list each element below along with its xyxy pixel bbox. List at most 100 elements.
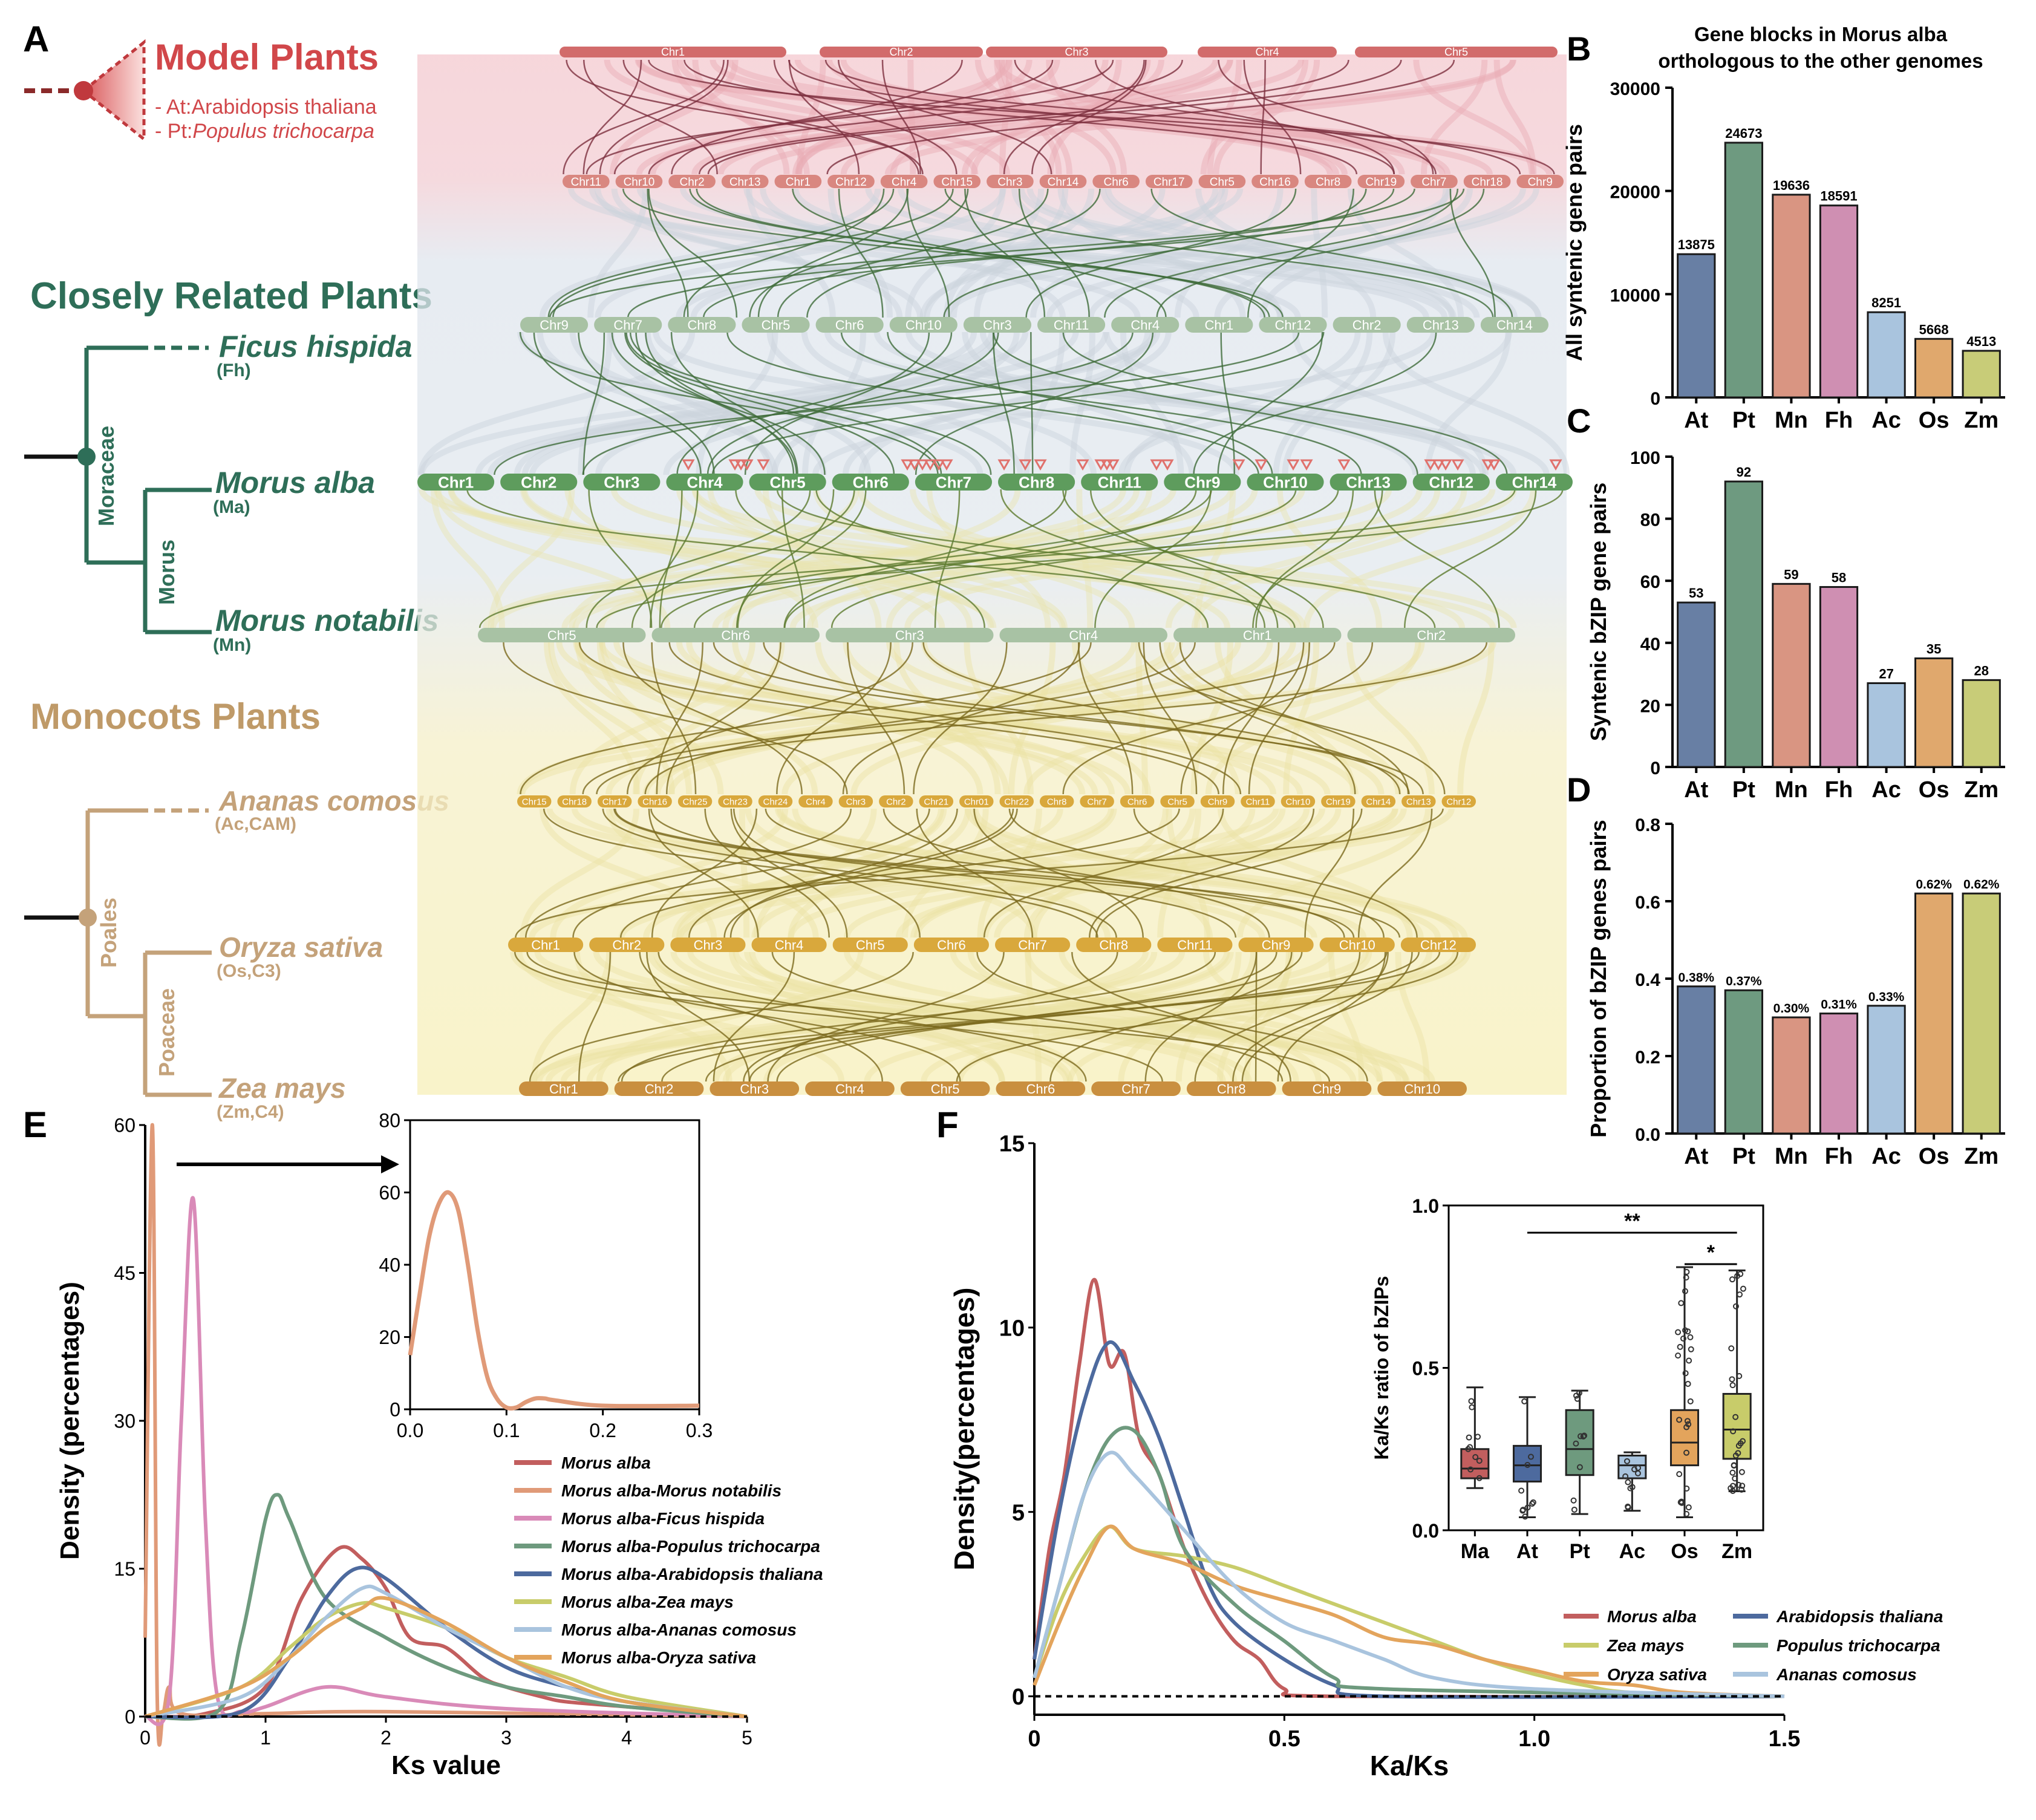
category-label: Mn (1775, 1144, 1808, 1169)
y-tick-label: 1.0 (1412, 1195, 1439, 1217)
mnot-name: Morus notabilis (215, 604, 439, 638)
legend-label: Morus alba-Ananas comosus (561, 1620, 797, 1639)
bar (1724, 989, 1764, 1135)
synteny-bg-ribbon (596, 951, 864, 1082)
synteny-bg-ribbon (530, 951, 1467, 1083)
chromosome-label: Chr2 (1417, 628, 1446, 643)
bar-value-label: 27 (1879, 666, 1893, 681)
chromosome-label: Chr18 (1472, 176, 1503, 189)
bar-value-label: 5668 (1919, 322, 1949, 337)
synteny-link (668, 642, 1242, 795)
data-point (1687, 1334, 1694, 1340)
category-label: Ac (1619, 1540, 1645, 1563)
chromosome-label: Chr5 (1167, 797, 1187, 807)
data-point (1739, 1482, 1746, 1489)
x-tick-label: 1 (260, 1727, 271, 1749)
model-species-pt: - Pt:Populus trichocarpa (155, 120, 374, 143)
synteny-bg-ribbon (813, 489, 1135, 628)
data-point (1676, 1417, 1683, 1423)
data-point (1634, 1470, 1641, 1476)
data-point (1675, 1329, 1682, 1336)
synteny-bg-ribbon (886, 642, 1359, 795)
synteny-link (838, 59, 1052, 175)
synteny-bg-ribbon (653, 331, 1240, 475)
category-label: Mn (1775, 408, 1808, 433)
synteny-bg-ribbon (1292, 331, 1489, 475)
malba-abbr: (Ma) (213, 497, 250, 517)
y-tick-label: 10 (999, 1316, 1025, 1342)
chromosome-bar (563, 175, 610, 188)
chromosome-label: Chr3 (846, 797, 866, 807)
synteny-bg-ribbon (520, 489, 945, 628)
chromosome-bar (666, 474, 743, 491)
chromosome-bar (758, 795, 793, 807)
chromosome-bar (668, 175, 716, 188)
synteny-link (744, 331, 930, 475)
bar-value-label: 28 (1974, 663, 1988, 678)
category-label: Ac (1871, 1144, 1901, 1169)
chromosome-label: Chr16 (1259, 176, 1291, 189)
synteny-bg-ribbon (605, 808, 819, 938)
panel-b-title: Gene blocks in Morus alba (1694, 23, 1948, 45)
bar (1914, 892, 1954, 1135)
synteny-link (992, 331, 1015, 475)
synteny-bg-ribbon (1157, 808, 1202, 938)
chromosome-label: Chr19 (1365, 176, 1397, 189)
model-node (74, 81, 93, 100)
synteny-bg-ribbon (671, 808, 947, 938)
chromosome-label: Chr8 (1217, 1081, 1246, 1097)
chromosome-label: Chr1 (786, 176, 811, 189)
bar-value-label: 8251 (1871, 295, 1901, 310)
synteny-link (749, 188, 969, 318)
synteny-bg-ribbon (487, 331, 1157, 475)
series-line (1033, 1340, 1785, 1699)
gene-marker (1255, 459, 1268, 471)
chromosome-label: Chr6 (1127, 797, 1147, 807)
gene-marker (734, 459, 748, 471)
synteny-bg-ribbon (593, 951, 1226, 1083)
synteny-bg-ribbon (676, 489, 1068, 628)
series-line (408, 1190, 700, 1411)
chromosome-bar (1304, 175, 1352, 188)
chromosome-label: Chr2 (886, 797, 906, 807)
synteny-bg-ribbon (1165, 489, 1441, 628)
synteny-link (881, 59, 921, 175)
synteny-link (1104, 188, 1459, 318)
bar-value-label: 58 (1832, 570, 1846, 585)
data-point (1627, 1485, 1634, 1492)
synteny-bg-ribbon (1023, 642, 1425, 795)
synteny-link (586, 489, 811, 628)
synteny-bg-ribbon (520, 808, 640, 938)
synteny-bg-ribbon (636, 188, 1429, 319)
chromosome-bar (1164, 474, 1241, 491)
ananas-abbr: (Ac,CAM) (215, 814, 296, 834)
chromosome-label: Chr14 (1366, 797, 1391, 807)
chromosome-bar (1251, 175, 1299, 188)
chromosome-bar (996, 1081, 1086, 1096)
synteny-bg-ribbon (448, 489, 1066, 628)
synteny-link (806, 188, 1101, 318)
oryza-name: Oryza sativa (219, 931, 383, 963)
data-point (1737, 1291, 1743, 1298)
synteny-bg-ribbon (707, 489, 973, 628)
synteny-tracks: Chr1 Chr2 Chr3 Chr4 Chr5 Chr11 Chr10 Chr2 Chr13 C… (417, 46, 1573, 1097)
synteny-link (783, 489, 1067, 628)
synteny-link (647, 188, 689, 318)
bar-value-label: 18591 (1820, 189, 1857, 204)
chromosome-label: Chr6 (937, 938, 966, 953)
y-tick-label: 45 (114, 1262, 135, 1284)
synteny-bg-ribbon (999, 59, 1013, 175)
data-point (1685, 1380, 1691, 1387)
synteny-link (1143, 642, 1198, 795)
bar (1914, 338, 1954, 399)
data-point (1623, 1458, 1630, 1464)
y-tick-label: 80 (379, 1110, 400, 1132)
synteny-link (1062, 489, 1324, 628)
synteny-link (693, 489, 1297, 628)
moraceae-node (77, 448, 96, 466)
chromosome-bar (742, 317, 810, 333)
at-chromosome-label: Chr5 (1444, 46, 1468, 58)
x-tick-label: 0.5 (1268, 1726, 1300, 1752)
synteny-bg-ribbon (1030, 188, 1228, 318)
bar-value-label: 0.31% (1821, 998, 1857, 1012)
